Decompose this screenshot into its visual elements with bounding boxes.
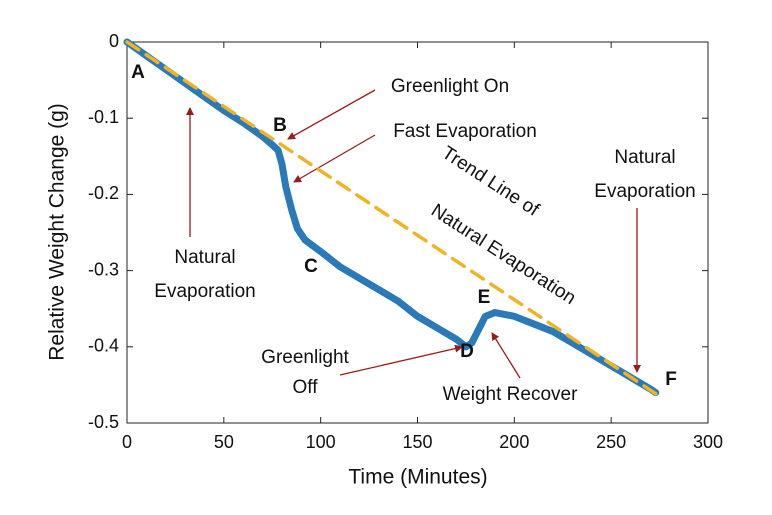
x-tick-label: 50 <box>214 432 234 452</box>
annotation: Off <box>293 377 319 398</box>
annotation: Greenlight On <box>391 76 509 97</box>
y-tick-label: -0.5 <box>88 412 119 432</box>
point-label: F <box>665 369 677 390</box>
arrow <box>491 332 521 379</box>
plot-frame <box>126 41 709 424</box>
point-label: A <box>131 62 145 83</box>
y-axis-label: Relative Weight Change (g) <box>46 103 69 361</box>
x-tick-label: 200 <box>499 432 529 452</box>
x-tick-label: 300 <box>693 432 723 452</box>
arrow <box>339 344 463 376</box>
y-tick-label: 0 <box>109 31 119 51</box>
x-tick-label: 150 <box>402 432 432 452</box>
trend-line <box>125 40 662 399</box>
annotation: Greenlight <box>261 347 349 368</box>
annotation: Evaporation <box>154 281 255 302</box>
point-label: B <box>273 115 287 136</box>
annotation: Natural <box>614 147 675 168</box>
y-tick-label: -0.3 <box>88 259 119 279</box>
annotation: Evaporation <box>594 181 695 202</box>
x-tick-label: 0 <box>122 432 132 452</box>
annotation: Fast Evaporation <box>393 121 537 142</box>
arrow <box>293 134 376 183</box>
point-label: D <box>460 341 474 362</box>
data-line <box>123 38 660 397</box>
annotation: Weight Recover <box>443 384 578 405</box>
x-axis-label: Time (Minutes) <box>348 466 487 489</box>
y-tick-label: -0.2 <box>88 183 119 203</box>
annotation: Natural <box>174 247 235 268</box>
y-tick-label: -0.1 <box>88 107 119 127</box>
arrow <box>287 89 376 140</box>
point-label: C <box>304 256 318 277</box>
arrows <box>186 89 641 379</box>
x-tick-label: 250 <box>596 432 626 452</box>
y-tick-label: -0.4 <box>88 336 119 356</box>
x-tick-label: 100 <box>306 432 336 452</box>
point-label: E <box>478 287 491 308</box>
